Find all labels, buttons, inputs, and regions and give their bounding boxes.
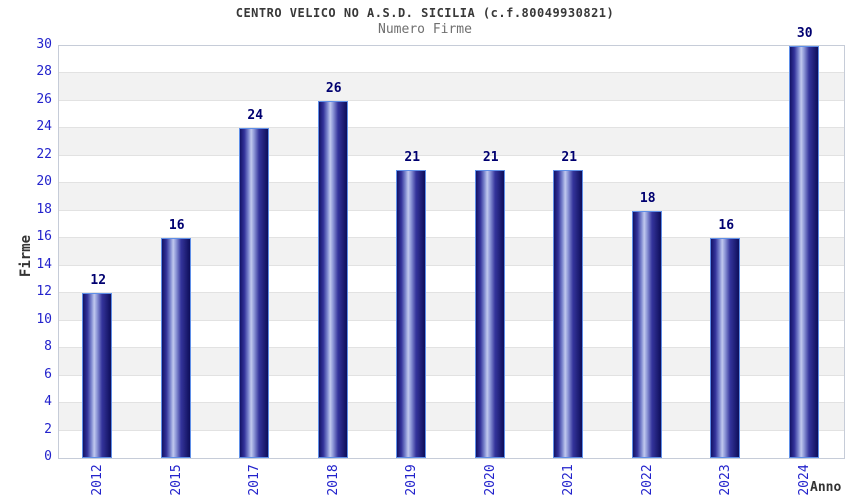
chart-subtitle: Numero Firme	[378, 22, 472, 37]
bar-value-label: 21	[404, 149, 421, 165]
bar-value-label: 26	[325, 80, 342, 96]
y-tick-label: 22	[36, 146, 52, 162]
bar	[396, 169, 427, 458]
plot-area: 12 16 24 26 21 21 21 18 16 30	[58, 26, 845, 459]
bar	[239, 128, 270, 458]
bar-value-label: 12	[90, 273, 107, 289]
x-tick-label: 2012	[89, 464, 105, 496]
gridline	[59, 264, 844, 266]
bar-value-label: 21	[482, 149, 499, 165]
y-tick-label: 12	[36, 284, 52, 300]
y-tick-label: 2	[44, 421, 52, 437]
bar-value-label: 21	[561, 149, 578, 165]
y-tick-label: 24	[36, 119, 52, 135]
bar	[160, 238, 191, 458]
gridline	[59, 347, 844, 349]
y-tick-label: 28	[36, 64, 52, 80]
y-tick-label: 26	[36, 91, 52, 107]
y-tick-label: 20	[36, 174, 52, 190]
gridline	[59, 237, 844, 239]
x-axis-title: Anno	[810, 480, 842, 495]
bar	[788, 46, 819, 458]
bar-value-label: 30	[796, 26, 813, 41]
grid-band	[59, 128, 844, 156]
gridline	[59, 99, 844, 101]
grid-band	[59, 46, 844, 73]
gridline	[59, 127, 844, 129]
x-tick-label: 2023	[717, 464, 733, 496]
gridline	[59, 292, 844, 294]
y-tick-label: 0	[44, 449, 52, 464]
grid-band	[59, 183, 844, 211]
bar-value-label: 16	[168, 218, 185, 234]
bar-value-label: 16	[718, 218, 735, 234]
gridline	[59, 209, 844, 211]
y-tick-label: 4	[44, 394, 52, 410]
gridline	[59, 429, 844, 431]
y-tick-label: 16	[36, 229, 52, 245]
bar	[317, 100, 348, 458]
x-tick-label: 2018	[325, 464, 341, 496]
grid-band	[59, 156, 844, 183]
grid-band	[59, 73, 844, 101]
bar	[82, 293, 113, 458]
bar	[553, 169, 584, 458]
gridline	[59, 72, 844, 74]
x-tick-label: 2017	[246, 464, 262, 496]
bar	[710, 238, 741, 458]
gridline	[59, 182, 844, 184]
y-tick-label: 14	[36, 256, 52, 272]
chart-title: CENTRO VELICO NO A.S.D. SICILIA (c.f.800…	[235, 6, 615, 20]
gridline	[59, 402, 844, 404]
x-tick-label: 2020	[482, 464, 498, 496]
x-tick-label: 2019	[403, 464, 419, 496]
x-tick-label: 2021	[560, 464, 576, 496]
bar-value-label: 24	[247, 108, 264, 124]
y-tick-label: 30	[36, 37, 52, 52]
x-tick-label: 2022	[639, 464, 655, 496]
gridline	[59, 154, 844, 156]
y-tick-label: 8	[44, 339, 52, 355]
y-tick-label: 10	[36, 311, 52, 327]
x-tick-label: 2015	[168, 464, 184, 496]
gridline	[59, 374, 844, 376]
y-tick-label: 6	[44, 366, 52, 382]
bar	[631, 210, 662, 458]
bar-value-label: 18	[639, 190, 656, 206]
bar	[474, 169, 505, 458]
gridline	[59, 319, 844, 321]
y-tick-label: 18	[36, 201, 52, 217]
grid-band	[59, 101, 844, 128]
